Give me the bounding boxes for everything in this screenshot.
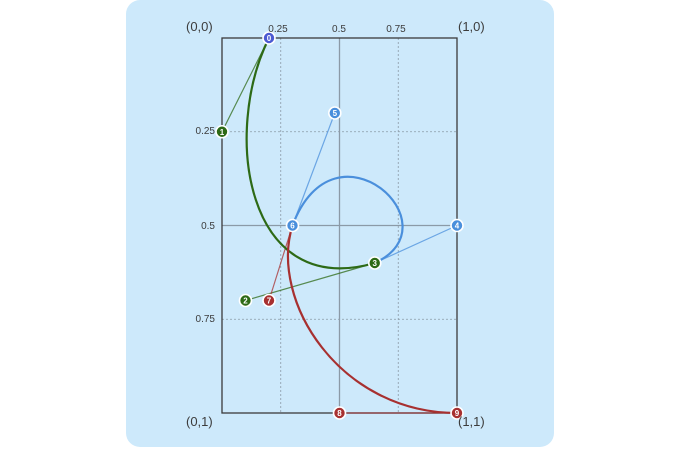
control-point-number: 3	[373, 259, 378, 268]
control-point-number: 6	[290, 222, 295, 231]
control-point-number: 7	[267, 297, 272, 306]
control-point-dot[interactable]	[450, 218, 464, 233]
control-point-5[interactable]: 5	[327, 106, 342, 120]
control-point-dot[interactable]	[262, 31, 276, 45]
corner-label-bottom-left: (0,1)	[186, 414, 213, 429]
grid-lines	[222, 38, 457, 413]
bezier-curve-green	[245, 37, 376, 270]
control-point-dot[interactable]	[215, 124, 229, 139]
tick-top-1: 0.5	[332, 24, 346, 35]
control-point-number: 2	[243, 297, 248, 306]
tick-top-2: 0.75	[386, 24, 406, 35]
corner-label-top-left: (0,0)	[186, 19, 213, 34]
control-point-number: 8	[337, 409, 342, 418]
corner-label-top-right: (1,0)	[458, 19, 485, 34]
control-point-number: 5	[333, 109, 338, 118]
control-point-1[interactable]: 1	[215, 124, 229, 139]
control-point-number: 4	[455, 222, 460, 231]
bezier-curve-blue	[291, 175, 404, 265]
control-point-number: 0	[267, 34, 272, 43]
control-point-dot[interactable]	[327, 106, 342, 120]
tick-top-0: 0.25	[268, 24, 288, 35]
control-point-7[interactable]: 7	[262, 293, 276, 308]
control-point-dot[interactable]	[450, 406, 464, 420]
handle-line-5-6	[291, 112, 336, 226]
control-point-dot[interactable]	[262, 293, 276, 308]
bezier-curves	[245, 37, 458, 415]
tick-left-2: 0.75	[196, 314, 216, 325]
control-point-3[interactable]: 3	[367, 256, 382, 270]
control-point-dot[interactable]	[367, 256, 382, 270]
control-point-6[interactable]: 6	[285, 218, 300, 233]
bezier-curve-red	[287, 225, 458, 415]
control-point-9[interactable]: 9	[450, 406, 464, 420]
control-point-number: 1	[220, 128, 225, 137]
control-point-0[interactable]: 0	[262, 31, 276, 45]
control-point-number: 9	[455, 409, 460, 418]
tick-left-1: 0.5	[201, 221, 215, 232]
corner-label-bottom-right: (1,1)	[458, 414, 485, 429]
control-point-2[interactable]: 2	[238, 293, 253, 308]
control-point-4[interactable]: 4	[450, 218, 464, 233]
control-points: 0 1 2 3 4 5 6 7 8 9	[215, 31, 464, 420]
control-point-dot[interactable]	[238, 293, 253, 308]
handle-line-3-4	[374, 224, 458, 264]
control-point-dot[interactable]	[332, 406, 347, 420]
handle-line-2-3	[245, 262, 375, 302]
tick-left-0: 0.25	[196, 126, 216, 137]
control-point-dot[interactable]	[285, 218, 300, 233]
control-point-8[interactable]: 8	[332, 406, 347, 420]
